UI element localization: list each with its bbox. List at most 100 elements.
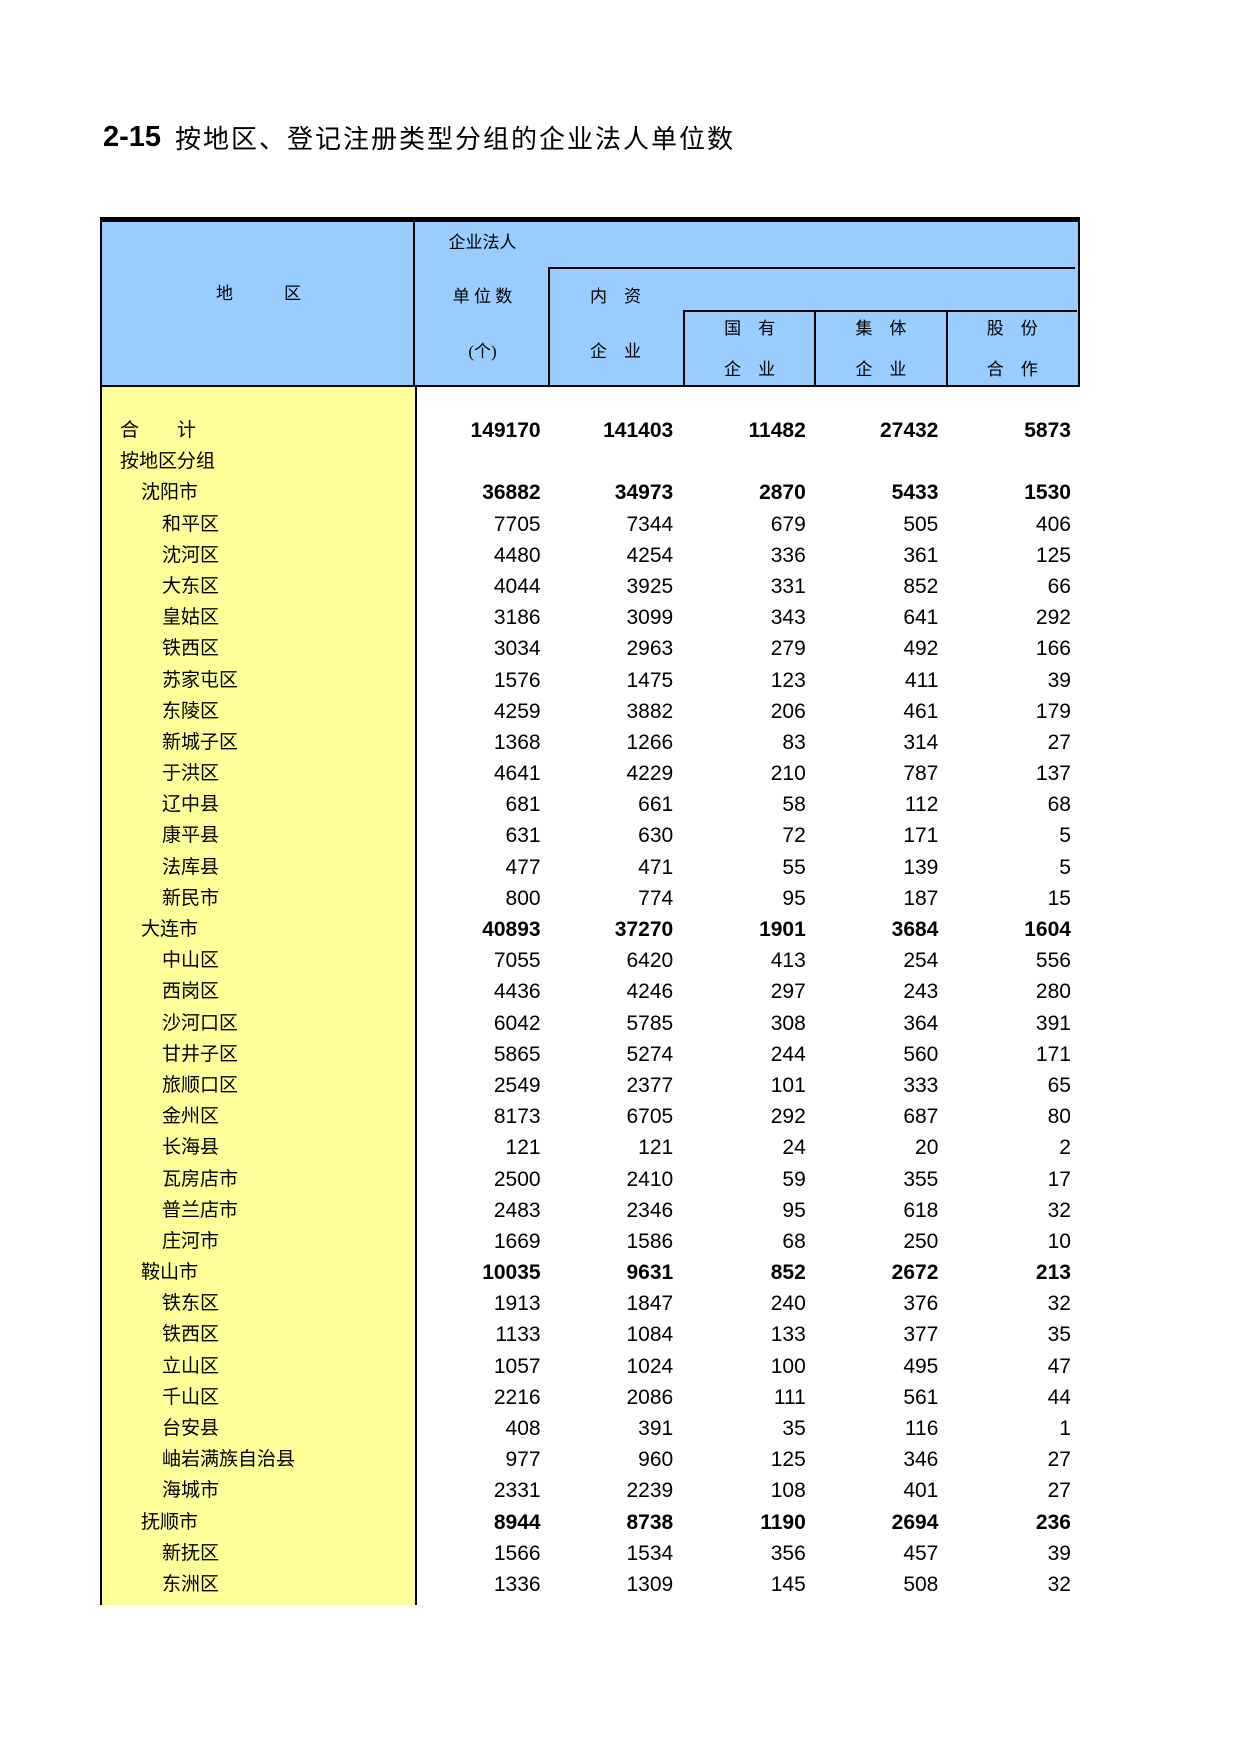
region-column-background	[102, 387, 417, 1605]
region-name: 铁西区	[162, 1324, 220, 1346]
value-total-units: 800	[505, 886, 541, 910]
value-collective: 171	[903, 824, 939, 848]
value-collective: 112	[904, 793, 939, 817]
value-total-units: 1669	[493, 1229, 541, 1253]
value-collective: 346	[903, 1448, 939, 1472]
value-collective: 787	[903, 762, 939, 786]
value-state-owned: 206	[770, 699, 806, 723]
value-shareholding-coop: 32	[1047, 1572, 1071, 1596]
value-domestic: 8738	[626, 1510, 674, 1534]
value-domestic: 2377	[626, 1073, 674, 1097]
value-domestic: 3882	[626, 699, 674, 723]
value-state-owned: 413	[770, 949, 806, 973]
value-total-units: 10035	[482, 1261, 541, 1285]
region-name: 铁东区	[162, 1293, 220, 1315]
region-name: 金州区	[162, 1106, 220, 1128]
value-total-units: 4641	[493, 762, 541, 786]
value-collective: 377	[903, 1323, 939, 1347]
table-row: 抚顺市 8944 8738 1190 2694 236	[102, 1507, 1080, 1538]
value-total-units: 631	[505, 824, 541, 848]
region-name: 沈阳市	[141, 482, 199, 504]
value-domestic: 4254	[626, 543, 674, 567]
table-row: 大连市 40893 37270 1901 3684 1604	[102, 914, 1080, 945]
value-total-units: 1368	[493, 730, 541, 754]
value-domestic: 1084	[626, 1323, 674, 1347]
value-shareholding-coop: 1	[1059, 1417, 1071, 1440]
value-state-owned: 133	[770, 1323, 806, 1347]
value-domestic: 391	[638, 1417, 674, 1440]
header-collective-line2: 企 业	[855, 360, 907, 379]
region-name: 皇姑区	[162, 607, 220, 629]
value-domestic: 6705	[626, 1105, 674, 1129]
value-state-owned: 1901	[759, 918, 806, 941]
header-collective-line1: 集 体	[855, 319, 907, 338]
value-state-owned: 244	[770, 1042, 806, 1066]
value-domestic: 1309	[626, 1572, 674, 1596]
value-shareholding-coop: 80	[1047, 1105, 1071, 1129]
table-row: 铁东区 1913 1847 240 376 32	[102, 1288, 1080, 1319]
table-body: 合 计 149170 141403 11482 27432 5873 按地区分组…	[100, 387, 1080, 1605]
value-total-units: 1913	[493, 1292, 541, 1316]
value-state-owned: 123	[770, 668, 806, 692]
header-units-line2: 单 位 数	[452, 287, 513, 306]
value-shareholding-coop: 1604	[1024, 918, 1071, 941]
region-name: 大东区	[162, 575, 220, 597]
table-row: 沈河区 4480 4254 336 361 125	[102, 540, 1080, 571]
value-collective: 139	[903, 855, 939, 879]
table-row: 铁西区 3034 2963 279 492 166	[102, 633, 1080, 664]
region-name: 中山区	[162, 950, 220, 972]
value-shareholding-coop: 236	[1035, 1510, 1071, 1534]
value-domestic: 661	[638, 793, 674, 817]
value-state-owned: 2870	[759, 481, 806, 505]
value-domestic: 1534	[626, 1541, 674, 1565]
region-name: 新民市	[162, 887, 220, 909]
value-collective: 505	[903, 512, 939, 536]
value-domestic: 630	[638, 824, 674, 848]
value-shareholding-coop: 27	[1047, 1479, 1071, 1503]
value-total-units: 121	[505, 1136, 541, 1160]
region-name: 台安县	[162, 1418, 220, 1439]
value-shareholding-coop: 2	[1059, 1136, 1071, 1160]
value-collective: 852	[903, 574, 939, 598]
region-name: 于洪区	[162, 763, 220, 785]
statistics-table: 地 区 企业法人 单 位 数 (个) 内 资 企 业 国 有 企 业	[100, 217, 1080, 1605]
table-row: 苏家屯区 1576 1475 123 411 39	[102, 665, 1080, 696]
value-domestic: 7344	[626, 512, 674, 536]
value-state-owned: 297	[770, 980, 806, 1004]
table-row: 海城市 2331 2239 108 401 27	[102, 1475, 1080, 1506]
region-name: 海城市	[162, 1480, 220, 1502]
value-collective	[815, 446, 948, 477]
region-name: 大连市	[141, 919, 199, 940]
value-collective: 27432	[879, 419, 939, 442]
table-row: 铁西区 1133 1084 133 377 35	[102, 1319, 1080, 1350]
value-collective: 457	[903, 1541, 939, 1565]
value-state-owned: 343	[770, 606, 806, 630]
value-collective: 2672	[891, 1261, 939, 1285]
region-name: 康平县	[162, 825, 220, 847]
value-total-units: 149170	[470, 419, 541, 442]
table-row: 皇姑区 3186 3099 343 641 292	[102, 602, 1080, 633]
table-row: 岫岩满族自治县 977 960 125 346 27	[102, 1444, 1080, 1475]
header-state-line1: 国 有	[724, 319, 776, 338]
header-region-cell: 地 区	[102, 222, 415, 385]
value-state-owned: 55	[782, 855, 806, 879]
value-state-owned: 59	[782, 1167, 806, 1191]
value-total-units: 477	[505, 855, 541, 879]
page-title: 2-15 按地区、登记注册类型分组的企业法人单位数	[103, 116, 735, 158]
value-total-units: 3034	[493, 637, 541, 661]
region-name: 按地区分组	[120, 451, 216, 473]
value-shareholding-coop: 15	[1047, 886, 1071, 910]
header-collective-cell: 集 体 企 业	[814, 312, 945, 385]
table-number: 2-15	[103, 120, 162, 153]
value-collective: 3684	[891, 918, 939, 941]
value-shareholding-coop: 27	[1047, 730, 1071, 754]
value-total-units: 3186	[493, 606, 541, 630]
region-name: 抚顺市	[141, 1511, 199, 1533]
value-collective: 508	[903, 1572, 939, 1596]
value-shareholding-coop: 65	[1047, 1073, 1071, 1097]
region-name: 庄河市	[162, 1230, 220, 1252]
table-row: 合 计 149170 141403 11482 27432 5873	[102, 415, 1080, 446]
value-collective: 333	[903, 1073, 939, 1097]
value-domestic: 3099	[626, 606, 674, 630]
value-shareholding-coop	[947, 446, 1080, 477]
